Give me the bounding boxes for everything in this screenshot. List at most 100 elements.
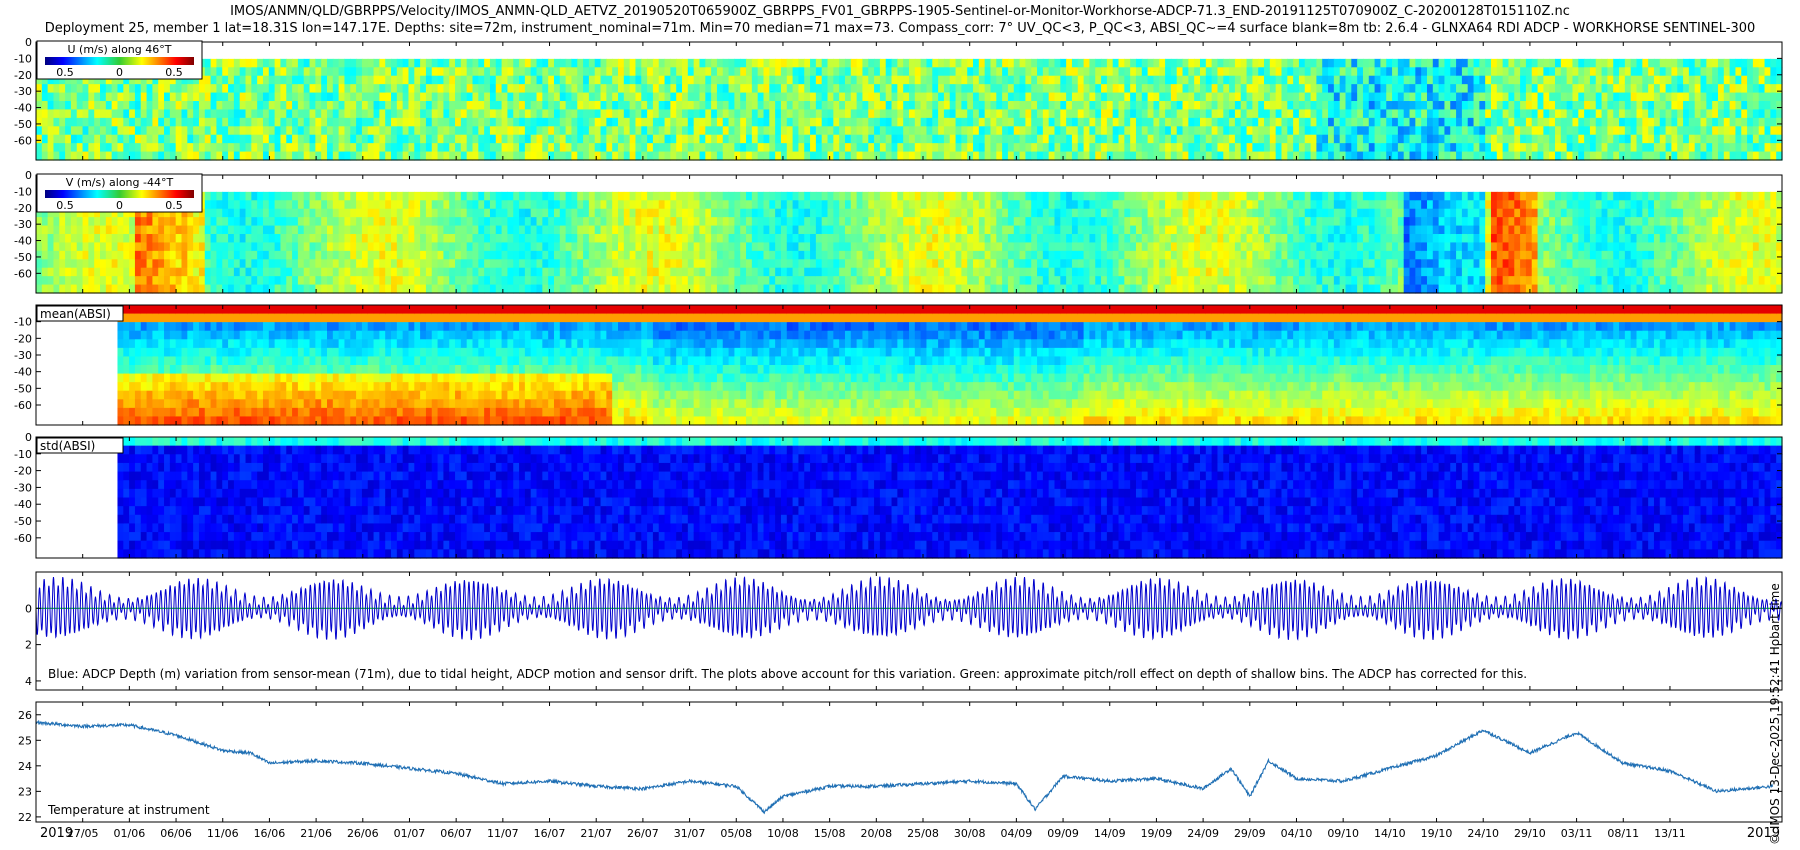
heatmap-cell bbox=[1153, 143, 1160, 153]
heatmap-cell bbox=[623, 58, 631, 68]
heatmap-cell bbox=[926, 75, 933, 85]
heatmap-cell bbox=[484, 92, 491, 102]
heatmap-cell bbox=[47, 75, 55, 85]
heatmap-cell bbox=[158, 276, 165, 286]
heatmap-cell bbox=[513, 101, 520, 111]
heatmap-cell bbox=[839, 101, 846, 111]
heatmap-cell bbox=[1031, 134, 1038, 144]
heatmap-cell bbox=[361, 75, 369, 85]
heatmap-cell bbox=[1578, 151, 1585, 161]
heatmap-cell bbox=[1112, 67, 1120, 77]
heatmap-cell bbox=[553, 259, 561, 269]
heatmap-cell bbox=[623, 284, 631, 294]
heatmap-cell bbox=[810, 134, 817, 144]
heatmap-cell bbox=[239, 84, 247, 94]
heatmap-cell bbox=[1543, 84, 1550, 94]
heatmap-cell bbox=[198, 267, 206, 277]
heatmap-cell bbox=[59, 92, 66, 102]
heatmap-cell bbox=[850, 58, 858, 68]
heatmap-cell bbox=[565, 217, 573, 227]
heatmap-cell bbox=[1240, 75, 1248, 85]
heatmap-cell bbox=[297, 151, 305, 161]
heatmap-cell bbox=[70, 276, 78, 286]
heatmap-cell bbox=[1194, 151, 1201, 161]
heatmap-cell bbox=[420, 126, 427, 136]
heatmap-cell bbox=[303, 117, 311, 127]
heatmap-cell bbox=[164, 250, 171, 260]
heatmap-cell bbox=[408, 84, 415, 94]
heatmap-cell bbox=[786, 151, 794, 161]
heatmap-cell bbox=[420, 225, 427, 235]
heatmap-cell bbox=[519, 250, 526, 260]
heatmap-cell bbox=[594, 143, 602, 153]
heatmap-cell bbox=[385, 217, 392, 227]
heatmap-cell bbox=[1403, 58, 1411, 68]
heatmap-cell bbox=[1758, 109, 1766, 119]
heatmap-cell bbox=[571, 191, 578, 201]
heatmap-cell bbox=[431, 143, 439, 153]
heatmap-cell bbox=[786, 101, 794, 111]
heatmap-cell bbox=[705, 234, 712, 244]
heatmap-cell bbox=[1741, 75, 1748, 85]
heatmap-cell bbox=[1269, 75, 1277, 85]
heatmap-cell bbox=[682, 208, 689, 218]
heatmap-cell bbox=[501, 75, 509, 85]
heatmap-cell bbox=[1159, 84, 1166, 94]
heatmap-cell bbox=[1205, 75, 1213, 85]
heatmap-cell bbox=[1508, 101, 1515, 111]
heatmap-cell bbox=[1688, 92, 1696, 102]
heatmap-cell bbox=[356, 151, 363, 161]
heatmap-cell bbox=[1077, 75, 1085, 85]
heatmap-cell bbox=[292, 200, 299, 210]
heatmap-cell bbox=[367, 75, 375, 85]
heatmap-cell bbox=[1619, 67, 1626, 77]
heatmap-cell bbox=[1619, 109, 1626, 119]
heatmap-cell bbox=[286, 267, 293, 277]
heatmap-cell bbox=[1473, 92, 1480, 102]
heatmap-cell bbox=[414, 191, 421, 201]
heatmap-cell bbox=[309, 234, 316, 244]
heatmap-cell bbox=[967, 117, 974, 127]
heatmap-cell bbox=[920, 143, 928, 153]
heatmap-cell bbox=[722, 67, 730, 77]
heatmap-cell bbox=[903, 109, 910, 119]
heatmap-cell bbox=[1229, 151, 1236, 161]
heatmap-cell bbox=[152, 92, 159, 102]
heatmap-cell bbox=[204, 117, 212, 127]
heatmap-cell bbox=[274, 92, 282, 102]
heatmap-cell bbox=[164, 134, 171, 144]
heatmap-cell bbox=[612, 84, 619, 94]
heatmap-cell bbox=[82, 84, 89, 94]
heatmap-cell bbox=[1089, 117, 1096, 127]
heatmap-cell bbox=[513, 58, 520, 68]
heatmap-cell bbox=[286, 109, 293, 119]
heatmap-cell bbox=[129, 75, 136, 85]
heatmap-cell bbox=[879, 101, 887, 111]
heatmap-cell bbox=[652, 217, 660, 227]
heatmap-cell bbox=[804, 134, 811, 144]
heatmap-cell bbox=[169, 75, 177, 85]
heatmap-cell bbox=[1543, 143, 1550, 153]
heatmap-cell bbox=[885, 75, 893, 85]
heatmap-cell bbox=[1723, 58, 1731, 68]
heatmap-cell bbox=[47, 117, 55, 127]
heatmap-cell bbox=[460, 84, 468, 94]
heatmap-cell bbox=[315, 67, 322, 77]
heatmap-cell bbox=[885, 58, 893, 68]
heatmap-cell bbox=[682, 250, 689, 260]
heatmap-cell bbox=[658, 234, 666, 244]
heatmap-cell bbox=[1025, 92, 1032, 102]
heatmap-cell bbox=[297, 259, 305, 269]
heatmap-cell bbox=[251, 143, 258, 153]
heatmap-cell bbox=[513, 84, 520, 94]
heatmap-cell bbox=[635, 92, 642, 102]
heatmap-cell bbox=[553, 200, 561, 210]
heatmap-cell bbox=[489, 92, 497, 102]
heatmap-cell bbox=[478, 208, 485, 218]
heatmap-cell bbox=[158, 101, 165, 111]
heatmap-cell bbox=[519, 67, 526, 77]
heatmap-cell bbox=[1473, 143, 1480, 153]
heatmap-cell bbox=[588, 75, 596, 85]
heatmap-cell bbox=[158, 267, 165, 277]
heatmap-cell bbox=[850, 84, 858, 94]
